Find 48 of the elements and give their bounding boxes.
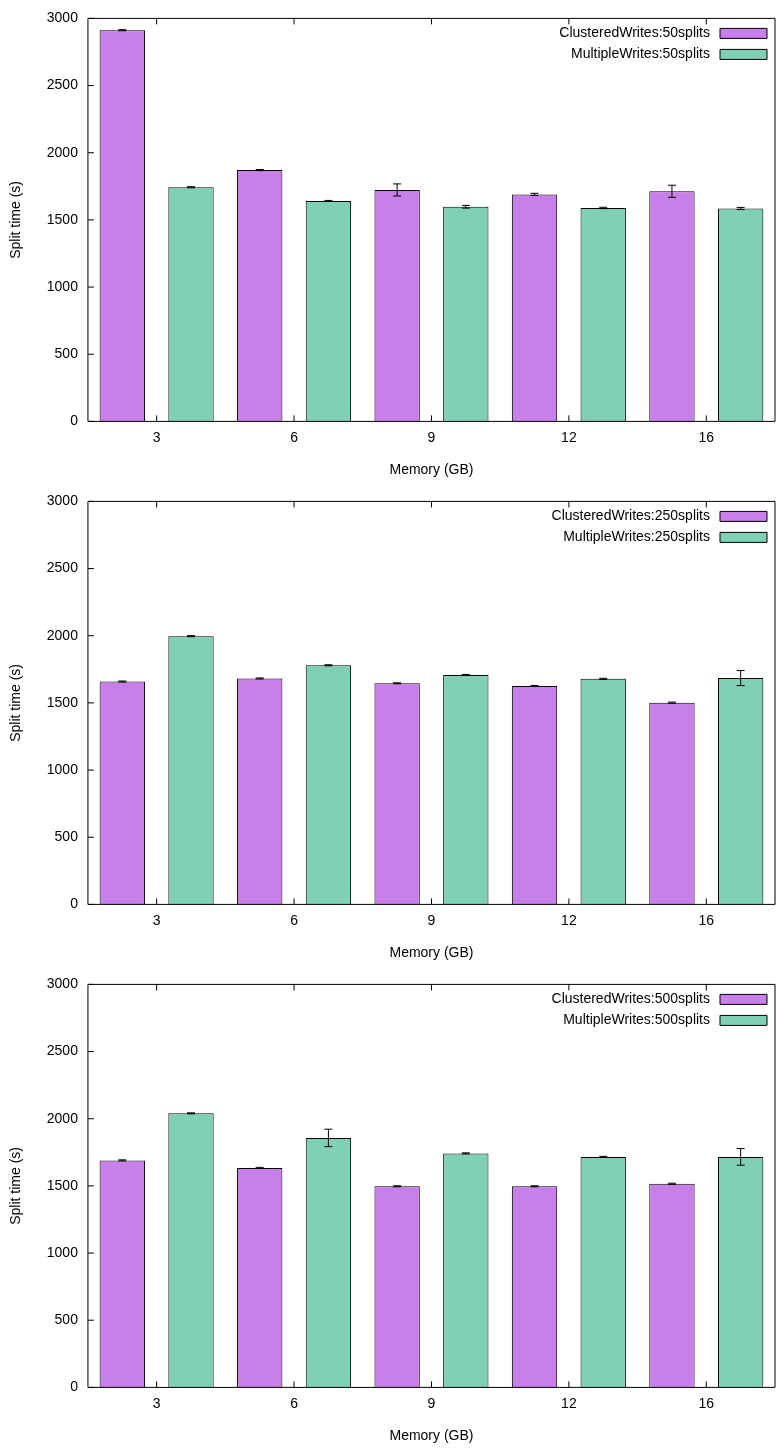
legend-label: ClusteredWrites:250splits [551,507,710,524]
x-tick-label: 12 [561,1394,577,1411]
y-tick-label: 1500 [46,210,79,227]
x-tick-label: 6 [290,911,299,928]
y-tick-label: 0 [70,895,79,912]
y-tick-label: 2000 [46,1109,79,1126]
y-tick-label: 2500 [46,1042,79,1059]
x-tick-label: 16 [698,428,715,445]
y-tick-label: 1000 [46,277,79,294]
y-tick-label: 500 [54,1311,79,1328]
x-tick-label: 12 [561,428,577,445]
legend-label: MultipleWrites:500splits [563,1011,710,1028]
y-tick-label: 3000 [46,9,79,26]
x-axis-title: Memory (GB) [389,944,474,961]
y-tick-label: 0 [70,412,79,429]
x-tick-label: 6 [290,428,299,445]
x-axis-title: Memory (GB) [389,1427,474,1444]
y-tick-label: 1500 [46,1176,79,1193]
y-tick-label: 3000 [46,492,79,509]
x-tick-label: 16 [698,911,715,928]
y-tick-label: 2500 [46,559,79,576]
x-tick-label: 3 [152,1394,161,1411]
y-tick-label: 500 [54,828,79,845]
y-tick-label: 500 [54,345,79,362]
legend-label: MultipleWrites:50splits [570,45,710,62]
x-tick-label: 9 [427,1394,436,1411]
legend-label: MultipleWrites:250splits [563,528,710,545]
y-tick-label: 1000 [46,1243,79,1260]
x-tick-label: 3 [152,911,161,928]
legend-label: ClusteredWrites:50splits [559,24,710,41]
y-tick-label: 1500 [46,693,79,710]
y-tick-label: 2000 [46,626,79,643]
y-axis-title: Split time (s) [7,1147,24,1225]
x-tick-label: 16 [698,1394,715,1411]
y-tick-label: 0 [70,1378,79,1395]
y-tick-label: 2000 [46,143,79,160]
y-tick-label: 2500 [46,76,79,93]
x-tick-label: 6 [290,1394,299,1411]
x-tick-label: 9 [427,911,436,928]
legend-label: ClusteredWrites:500splits [551,990,710,1007]
x-tick-label: 3 [152,428,161,445]
x-axis-title: Memory (GB) [389,461,474,478]
y-axis-title: Split time (s) [7,664,24,742]
y-axis-title: Split time (s) [7,181,24,259]
x-tick-label: 12 [561,911,577,928]
x-tick-label: 9 [427,428,436,445]
y-tick-label: 3000 [46,975,79,992]
y-tick-label: 1000 [46,760,79,777]
